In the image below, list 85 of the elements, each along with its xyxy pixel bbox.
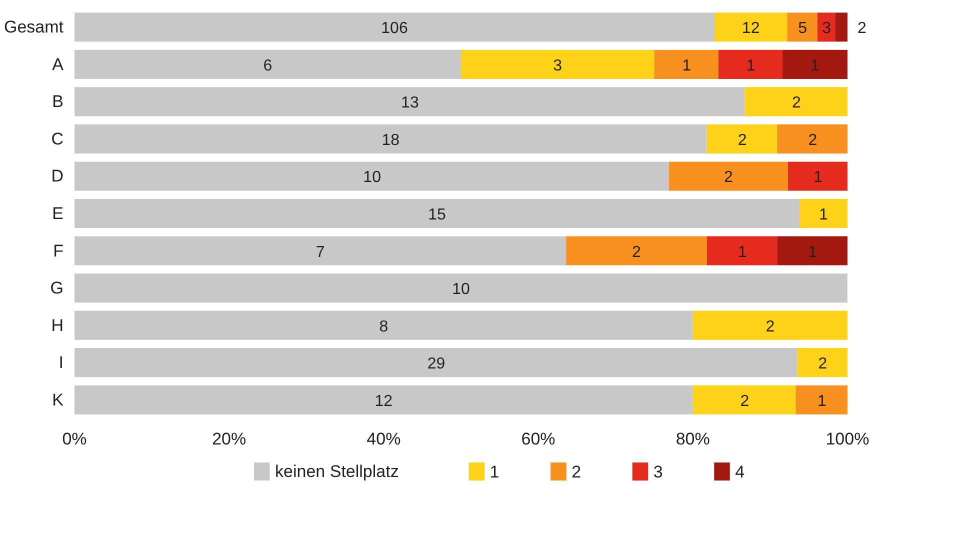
bar [706, 124, 778, 154]
annotation: 2 [740, 392, 750, 410]
bar [74, 236, 566, 266]
bar [74, 162, 669, 191]
y-tick-label: C [51, 129, 64, 148]
annotation: 5 [798, 20, 808, 38]
y-tick-label: F [53, 241, 64, 260]
bar [692, 385, 796, 414]
legend-label: 1 [490, 462, 500, 482]
y-tick-label: G [50, 278, 64, 298]
bar [788, 162, 848, 191]
annotation: 1 [808, 244, 818, 261]
annotation: 2 [738, 132, 747, 149]
annotation: 2 [724, 169, 733, 186]
annotation: 2 [857, 20, 866, 38]
x-tick-label: 20% [212, 430, 246, 448]
bar [787, 12, 818, 42]
bar [782, 50, 848, 79]
bar [797, 348, 848, 378]
annotation: 3 [553, 57, 562, 74]
annotation: 18 [382, 132, 400, 149]
annotation: 2 [792, 94, 801, 112]
annotation: 1 [810, 57, 820, 74]
y-tick-label: I [58, 353, 64, 372]
legend-label: 4 [735, 462, 745, 482]
x-tick-label: 100% [826, 430, 870, 448]
annotation: 7 [316, 244, 325, 261]
y-tick-label: A [52, 54, 64, 74]
annotation: 10 [452, 281, 470, 298]
y-tick-label: B [52, 92, 64, 112]
annotation: 1 [817, 392, 826, 410]
x-tick-label: 0% [62, 430, 87, 448]
y-tick-label: H [51, 316, 64, 335]
legend-label: 3 [653, 462, 663, 482]
annotation: 2 [808, 132, 818, 149]
bar [777, 124, 848, 154]
bar [460, 50, 654, 79]
annotation: 10 [363, 169, 382, 186]
bar [744, 87, 848, 116]
bar [714, 12, 788, 42]
bar [74, 50, 461, 79]
bar [74, 310, 693, 340]
bar [566, 236, 707, 266]
bar [74, 274, 848, 303]
annotation: 6 [263, 57, 272, 74]
x-tick-label: 60% [521, 430, 556, 448]
annotation: 1 [746, 57, 756, 74]
annotation: 13 [401, 94, 419, 112]
bar [706, 236, 778, 266]
annotation: 2 [766, 318, 775, 336]
y-tick-label: K [52, 390, 64, 410]
bar [777, 236, 848, 266]
annotation: 106 [381, 20, 408, 38]
annotation: 1 [819, 206, 828, 224]
bar [796, 385, 848, 414]
annotation: 2 [818, 356, 828, 373]
annotation: 2 [632, 244, 641, 261]
annotation: 1 [738, 244, 747, 261]
annotation: 1 [814, 169, 823, 186]
bar [718, 50, 783, 79]
annotation: 15 [428, 206, 446, 224]
annotation: 12 [374, 392, 393, 410]
annotation: 1 [682, 57, 692, 74]
legend-label: 2 [572, 462, 582, 482]
y-tick-label: D [51, 166, 64, 186]
annotation: 12 [742, 20, 760, 38]
bar [74, 12, 714, 42]
y-tick-label: Gesamt [4, 18, 64, 37]
y-tick-label: E [52, 204, 64, 223]
legend-label: keinen Stellplatz [275, 462, 399, 481]
bar [74, 124, 707, 154]
annotation: 8 [379, 318, 388, 336]
bar [835, 12, 848, 42]
bar [692, 310, 848, 340]
bar [800, 198, 848, 228]
x-tick-label: 80% [676, 430, 710, 448]
bar [74, 87, 745, 116]
x-tick-label: 40% [366, 430, 401, 448]
bar [74, 385, 693, 414]
bar [654, 50, 718, 79]
bar [74, 348, 798, 378]
annotation: 3 [822, 20, 832, 38]
bar [74, 198, 800, 228]
annotation: 29 [427, 356, 446, 373]
bar [668, 162, 788, 191]
